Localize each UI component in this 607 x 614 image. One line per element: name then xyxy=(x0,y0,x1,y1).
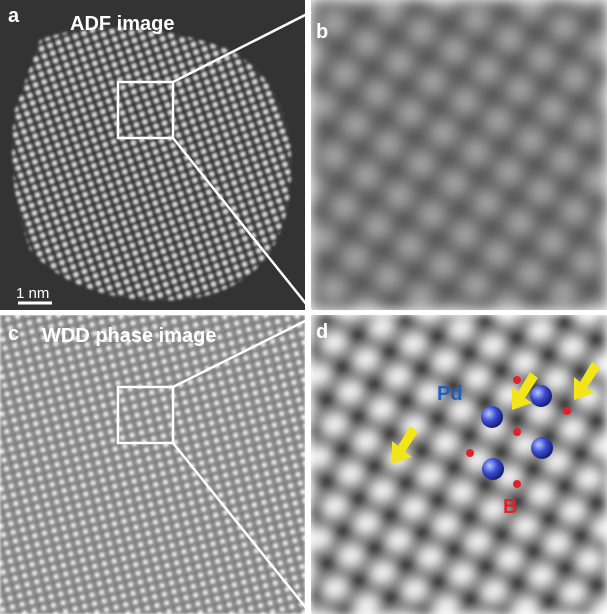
panel-a: 1 nm a ADF image xyxy=(0,0,305,310)
zoomed-adf xyxy=(311,0,607,310)
zoom-box xyxy=(116,385,175,445)
b-atoms xyxy=(466,376,571,488)
arrow xyxy=(574,362,600,400)
zoomed-phase xyxy=(311,315,607,614)
b-atom xyxy=(513,376,521,384)
b-atom xyxy=(466,449,474,457)
arrow xyxy=(512,372,538,410)
panel-label: d xyxy=(316,321,328,343)
zoom-line xyxy=(172,137,312,311)
panel-label: b xyxy=(316,21,328,43)
b-atom xyxy=(513,480,521,488)
phase-image xyxy=(0,315,305,614)
zoom-line xyxy=(172,316,312,389)
pd-atom xyxy=(530,385,552,407)
pd-atom xyxy=(482,458,504,480)
panel-d: Pd B d xyxy=(311,315,607,614)
pd-atom xyxy=(481,406,503,428)
pd-atom xyxy=(531,437,553,459)
arrows xyxy=(392,362,600,464)
zoom-box xyxy=(116,80,175,140)
b-atom xyxy=(513,428,521,436)
pd-label: Pd xyxy=(437,383,463,405)
panel-b: b xyxy=(311,0,607,310)
pd-atoms xyxy=(481,385,553,480)
zoom-line xyxy=(172,10,312,84)
b-atom xyxy=(563,407,571,415)
scale-bar-label: 1 nm xyxy=(16,285,49,302)
panel-title: WDD phase image xyxy=(42,325,216,347)
panel-label: a xyxy=(8,5,20,27)
zoom-lines xyxy=(172,10,312,614)
panel-label: c xyxy=(8,323,19,345)
panel-c: c WDD phase image xyxy=(0,315,305,614)
nanoparticle xyxy=(12,27,292,301)
zoom-line xyxy=(172,442,312,614)
arrow xyxy=(392,426,418,464)
panel-title: ADF image xyxy=(70,13,174,35)
b-label: B xyxy=(503,496,517,518)
